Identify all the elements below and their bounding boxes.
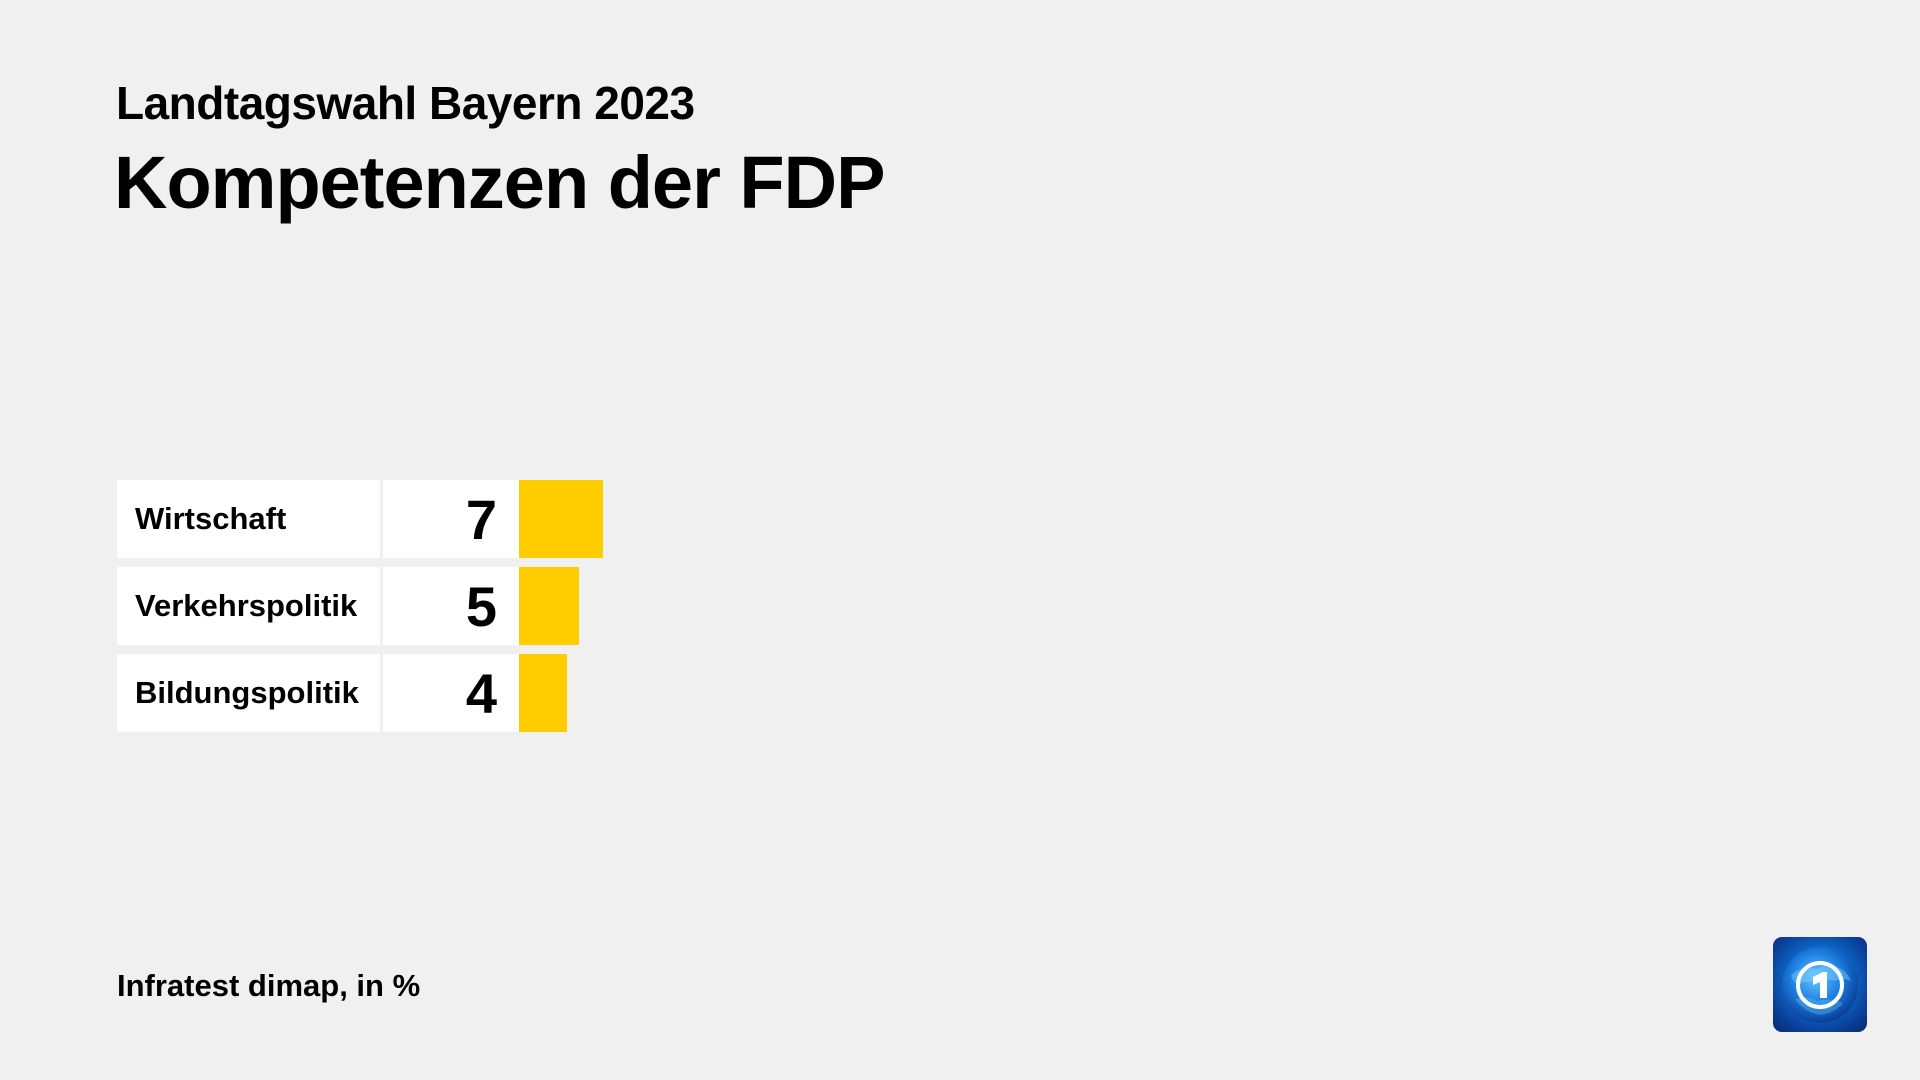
row-label: Wirtschaft [117,480,380,558]
bar [519,567,579,645]
row-label: Bildungspolitik [117,654,380,732]
bar [519,480,603,558]
chart-subtitle: Landtagswahl Bayern 2023 [116,77,695,129]
source-note: Infratest dimap, in % [117,968,421,1003]
chart-title: Kompetenzen der FDP [114,141,885,224]
bar [519,654,567,732]
chart-row: Verkehrspolitik 5 [117,567,817,645]
row-value: 7 [383,480,519,558]
chart-row: Bildungspolitik 4 [117,654,817,732]
chart-row: Wirtschaft 7 [117,480,817,558]
globe-icon [1782,947,1858,1023]
tagesschau-logo-icon [1773,937,1867,1032]
row-value: 4 [383,654,519,732]
row-label: Verkehrspolitik [117,567,380,645]
row-value: 5 [383,567,519,645]
